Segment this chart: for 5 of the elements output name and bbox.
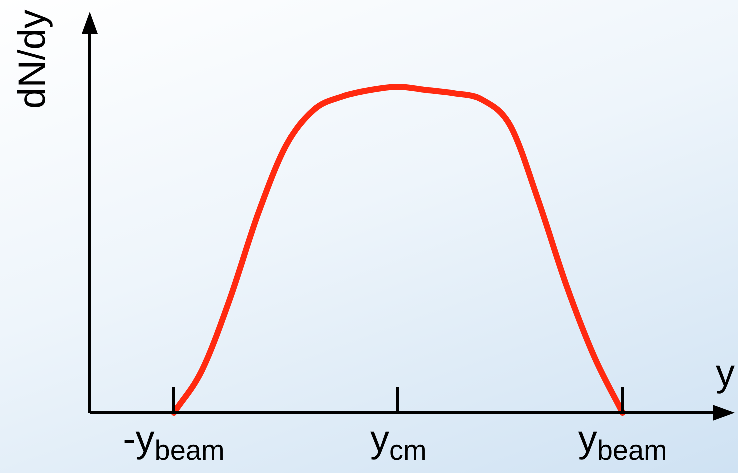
x-tick-label: y$_{beam}$ — [578, 419, 668, 466]
x-tick-label: y$_{cm}$ — [370, 419, 427, 466]
y-axis-title: dN/dy — [12, 10, 54, 109]
x-axis-title: y — [716, 353, 735, 395]
x-tick-label: -y$_{beam}$ — [123, 419, 225, 466]
